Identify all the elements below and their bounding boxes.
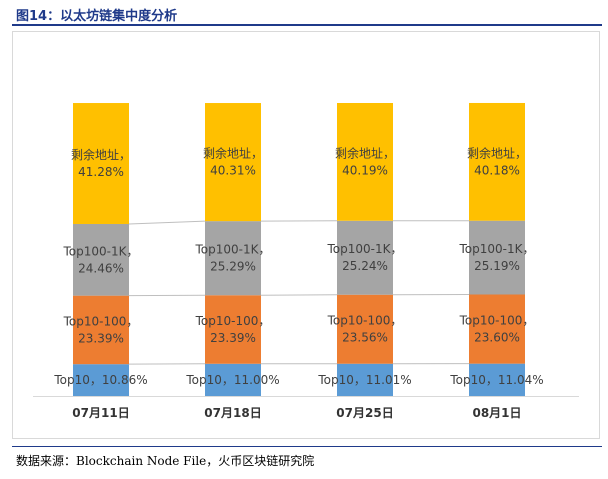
bar-segment-Top100-1K-0 (73, 223, 129, 296)
data-label-Top10-100-1: Top10-100， 23.39% (195, 314, 271, 345)
data-label-Top10-100-3: Top10-100， 23.60% (459, 314, 535, 345)
data-label-Top10-3: Top10，11.04% (449, 373, 543, 387)
bar-segment-Top100-1K-3 (469, 220, 525, 295)
data-label-剩余地址-1: 剩余地址， 40.31% (203, 146, 263, 178)
series-line-2-0 (128, 220, 206, 225)
bar-segment-Top100-1K-1 (205, 221, 261, 296)
category-label-3: 08月1日 (472, 406, 521, 420)
series-line-1-1 (260, 294, 338, 296)
data-label-剩余地址-3: 剩余地址， 40.18% (467, 145, 527, 177)
bar-segment-剩余地址-2 (337, 103, 393, 221)
bar-segment-Top10-100-0 (73, 295, 129, 365)
bar-segment-Top10-3 (469, 363, 525, 396)
data-label-Top100-1K-2: Top100-1K， 25.24% (327, 242, 403, 273)
bar-segment-剩余地址-3 (469, 102, 525, 221)
bar-segment-Top10-1 (205, 363, 261, 396)
stacked-bar-chart: Top10，10.86% Top10-100， 23.39% Top100-1K， 24… (33, 102, 579, 420)
title-divider (12, 24, 602, 26)
source-note: 数据来源：Blockchain Node File，火币区块链研究院 (16, 454, 315, 468)
chart-frame: Top10，10.86% Top10-100， 23.39% Top100-1K， 24… (12, 31, 600, 439)
data-label-Top10-1: Top10，11.00% (185, 373, 279, 387)
data-label-Top10-2: Top10，11.01% (317, 373, 411, 387)
bar-segment-Top10-0 (73, 364, 129, 396)
category-label-1: 07月18日 (204, 406, 261, 420)
bar-segment-剩余地址-0 (73, 103, 129, 224)
data-label-剩余地址-0: 剩余地址， 41.28% (71, 147, 131, 179)
data-label-Top10-100-0: Top10-100， 23.39% (63, 314, 139, 345)
bar-segment-Top10-100-3 (469, 294, 525, 364)
category-label-2: 07月25日 (336, 406, 393, 420)
bar-segment-Top10-2 (337, 363, 393, 396)
data-label-Top100-1K-3: Top100-1K， 25.19% (459, 242, 535, 273)
bar-segment-Top10-100-2 (337, 294, 393, 364)
bar-segment-Top10-100-1 (205, 295, 261, 364)
data-label-剩余地址-2: 剩余地址， 40.19% (335, 145, 395, 177)
figure-title: 图14：以太坊链集中度分析 (16, 9, 178, 24)
source-divider (12, 446, 602, 447)
data-label-Top100-1K-0: Top100-1K， 24.46% (63, 244, 139, 275)
data-label-Top100-1K-1: Top100-1K， 25.29% (195, 243, 271, 274)
data-label-Top10-0: Top10，10.86% (53, 373, 147, 387)
bar-segment-Top100-1K-2 (337, 220, 393, 295)
category-label-0: 07月11日 (72, 406, 129, 420)
bar-segment-剩余地址-1 (205, 103, 261, 222)
data-label-Top10-100-2: Top10-100， 23.56% (327, 314, 403, 345)
